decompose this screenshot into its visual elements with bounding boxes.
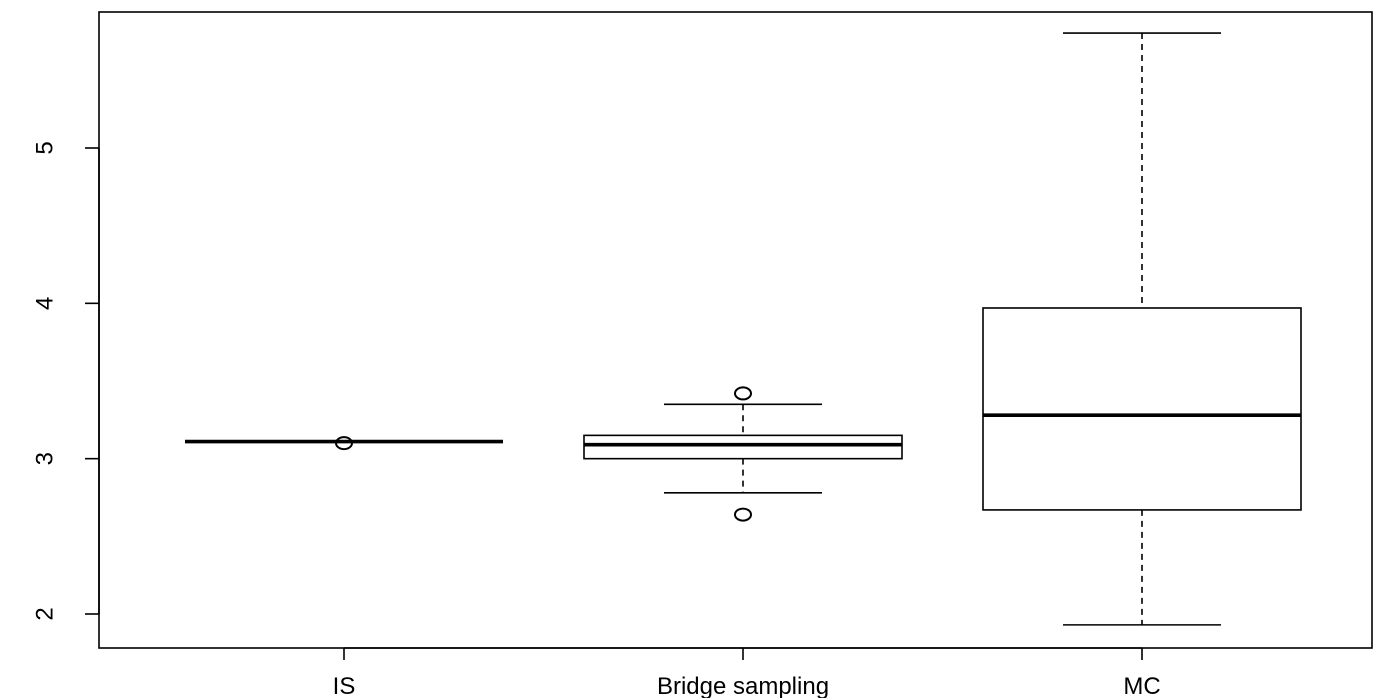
x-tick-label: Bridge sampling (657, 673, 829, 698)
box-mc (982, 32, 1302, 626)
iqr-box (982, 307, 1302, 511)
x-tick-label: IS (333, 673, 356, 698)
iqr-box (583, 434, 903, 460)
outlier-point (335, 436, 353, 451)
y-tick-label: 3 (31, 452, 58, 465)
outlier-point (734, 507, 752, 522)
x-tick-label: MC (1123, 673, 1160, 698)
box-series (185, 32, 1302, 626)
y-axis: 2 3 4 5 (31, 141, 100, 621)
box-is (185, 436, 503, 451)
box-bridge-sampling (583, 386, 903, 522)
y-tick-label: 4 (31, 297, 58, 310)
y-tick-label: 5 (31, 141, 58, 154)
y-tick-label: 2 (31, 607, 58, 620)
outlier-point (734, 386, 752, 401)
x-axis: IS Bridge sampling MC (333, 647, 1161, 698)
